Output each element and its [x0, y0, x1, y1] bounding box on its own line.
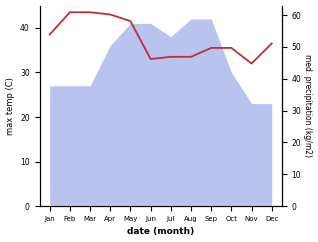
Y-axis label: max temp (C): max temp (C) — [5, 77, 15, 135]
X-axis label: date (month): date (month) — [127, 227, 194, 236]
Y-axis label: med. precipitation (kg/m2): med. precipitation (kg/m2) — [303, 54, 313, 157]
